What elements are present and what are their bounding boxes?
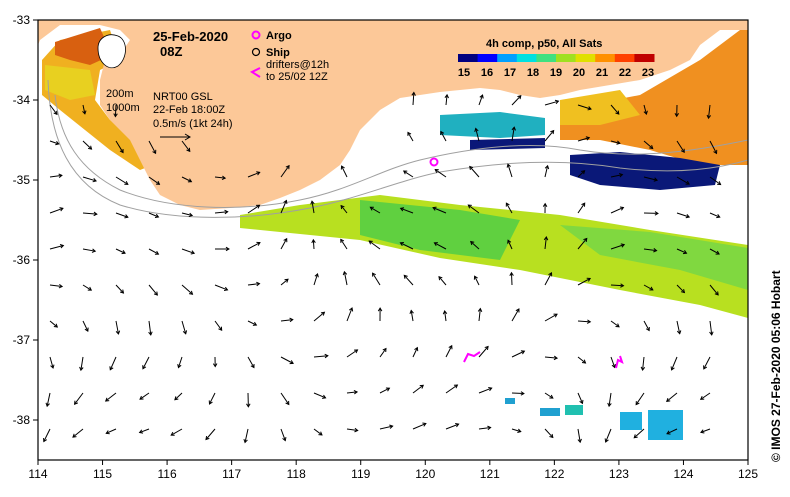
- argo-legend-label: Argo: [266, 30, 292, 42]
- colorbar-segment: [595, 54, 615, 62]
- drifters-legend-label-1: drifters@12h: [266, 59, 329, 71]
- colorbar-tick-label: 16: [481, 67, 493, 79]
- colorbar-tick-label: 22: [619, 67, 631, 79]
- sst-patch-coastal: [440, 112, 545, 138]
- y-tick-label: -36: [13, 253, 31, 267]
- credit-text: © IMOS 27-Feb-2020 05:06 Hobart: [769, 270, 783, 462]
- map-time: 08Z: [160, 44, 182, 59]
- colorbar-tick-label: 17: [504, 67, 516, 79]
- x-tick-label: 122: [544, 467, 564, 481]
- sst-patch-s3: [620, 412, 642, 430]
- colorbar-ticks: 15 16 17 18 19 20 21 22 23: [458, 67, 654, 79]
- x-tick-label: 114: [28, 467, 47, 481]
- contour-label-1000: 1000m: [106, 102, 140, 114]
- colorbar-segment: [536, 54, 556, 62]
- x-tick-label: 121: [480, 467, 500, 481]
- x-tick-label: 123: [609, 467, 629, 481]
- drifters-legend-label-2: to 25/02 12Z: [266, 71, 328, 83]
- colorbar-segment: [478, 54, 498, 62]
- contour-label-200: 200m: [106, 88, 134, 100]
- current-scale-label: 0.5m/s (1kt 24h): [153, 118, 232, 130]
- colorbar-segment: [615, 54, 635, 62]
- x-axis: 114 115 116 117 118 119 120 121 122 123 124 125: [28, 460, 758, 481]
- y-tick-label: -38: [13, 413, 31, 427]
- x-tick-label: 120: [415, 467, 435, 481]
- y-axis: -33 -34 -35 -36 -37 -38: [13, 13, 38, 427]
- x-tick-label: 124: [673, 467, 693, 481]
- y-tick-label: -37: [13, 333, 31, 347]
- colorbar: [458, 54, 655, 62]
- x-tick-label: 125: [738, 467, 758, 481]
- ship-legend-label: Ship: [266, 47, 290, 59]
- colorbar-segment: [634, 54, 654, 62]
- colorbar-segment: [556, 54, 576, 62]
- current-vector: [512, 393, 524, 394]
- current-vector: [511, 273, 512, 285]
- y-tick-label: -34: [13, 93, 31, 107]
- colorbar-tick-label: 20: [573, 67, 585, 79]
- map-date: 25-Feb-2020: [153, 29, 228, 44]
- colorbar-segment: [576, 54, 596, 62]
- x-tick-label: 119: [351, 467, 370, 481]
- colorbar-tick-label: 15: [458, 67, 470, 79]
- x-tick-label: 115: [93, 467, 112, 481]
- x-tick-label: 117: [222, 467, 241, 481]
- y-tick-label: -33: [13, 13, 31, 27]
- sst-patch-s5: [505, 398, 515, 404]
- colorbar-tick-label: 18: [527, 67, 539, 79]
- current-model-label: NRT00 GSL: [153, 91, 213, 103]
- colorbar-tick-label: 21: [596, 67, 608, 79]
- x-tick-label: 118: [287, 467, 306, 481]
- colorbar-title: 4h comp, p50, All Sats: [486, 38, 602, 50]
- sst-patch-s4: [648, 410, 683, 440]
- current-time-label: 22-Feb 18:00Z: [153, 104, 225, 116]
- sst-patch-s1: [540, 408, 560, 416]
- colorbar-segment: [517, 54, 537, 62]
- colorbar-segment: [458, 54, 478, 62]
- colorbar-segment: [497, 54, 517, 62]
- colorbar-tick-label: 19: [550, 67, 562, 79]
- colorbar-tick-label: 23: [642, 67, 654, 79]
- sst-patch-s2: [565, 405, 583, 415]
- y-tick-label: -35: [13, 173, 31, 187]
- x-tick-label: 116: [158, 467, 177, 481]
